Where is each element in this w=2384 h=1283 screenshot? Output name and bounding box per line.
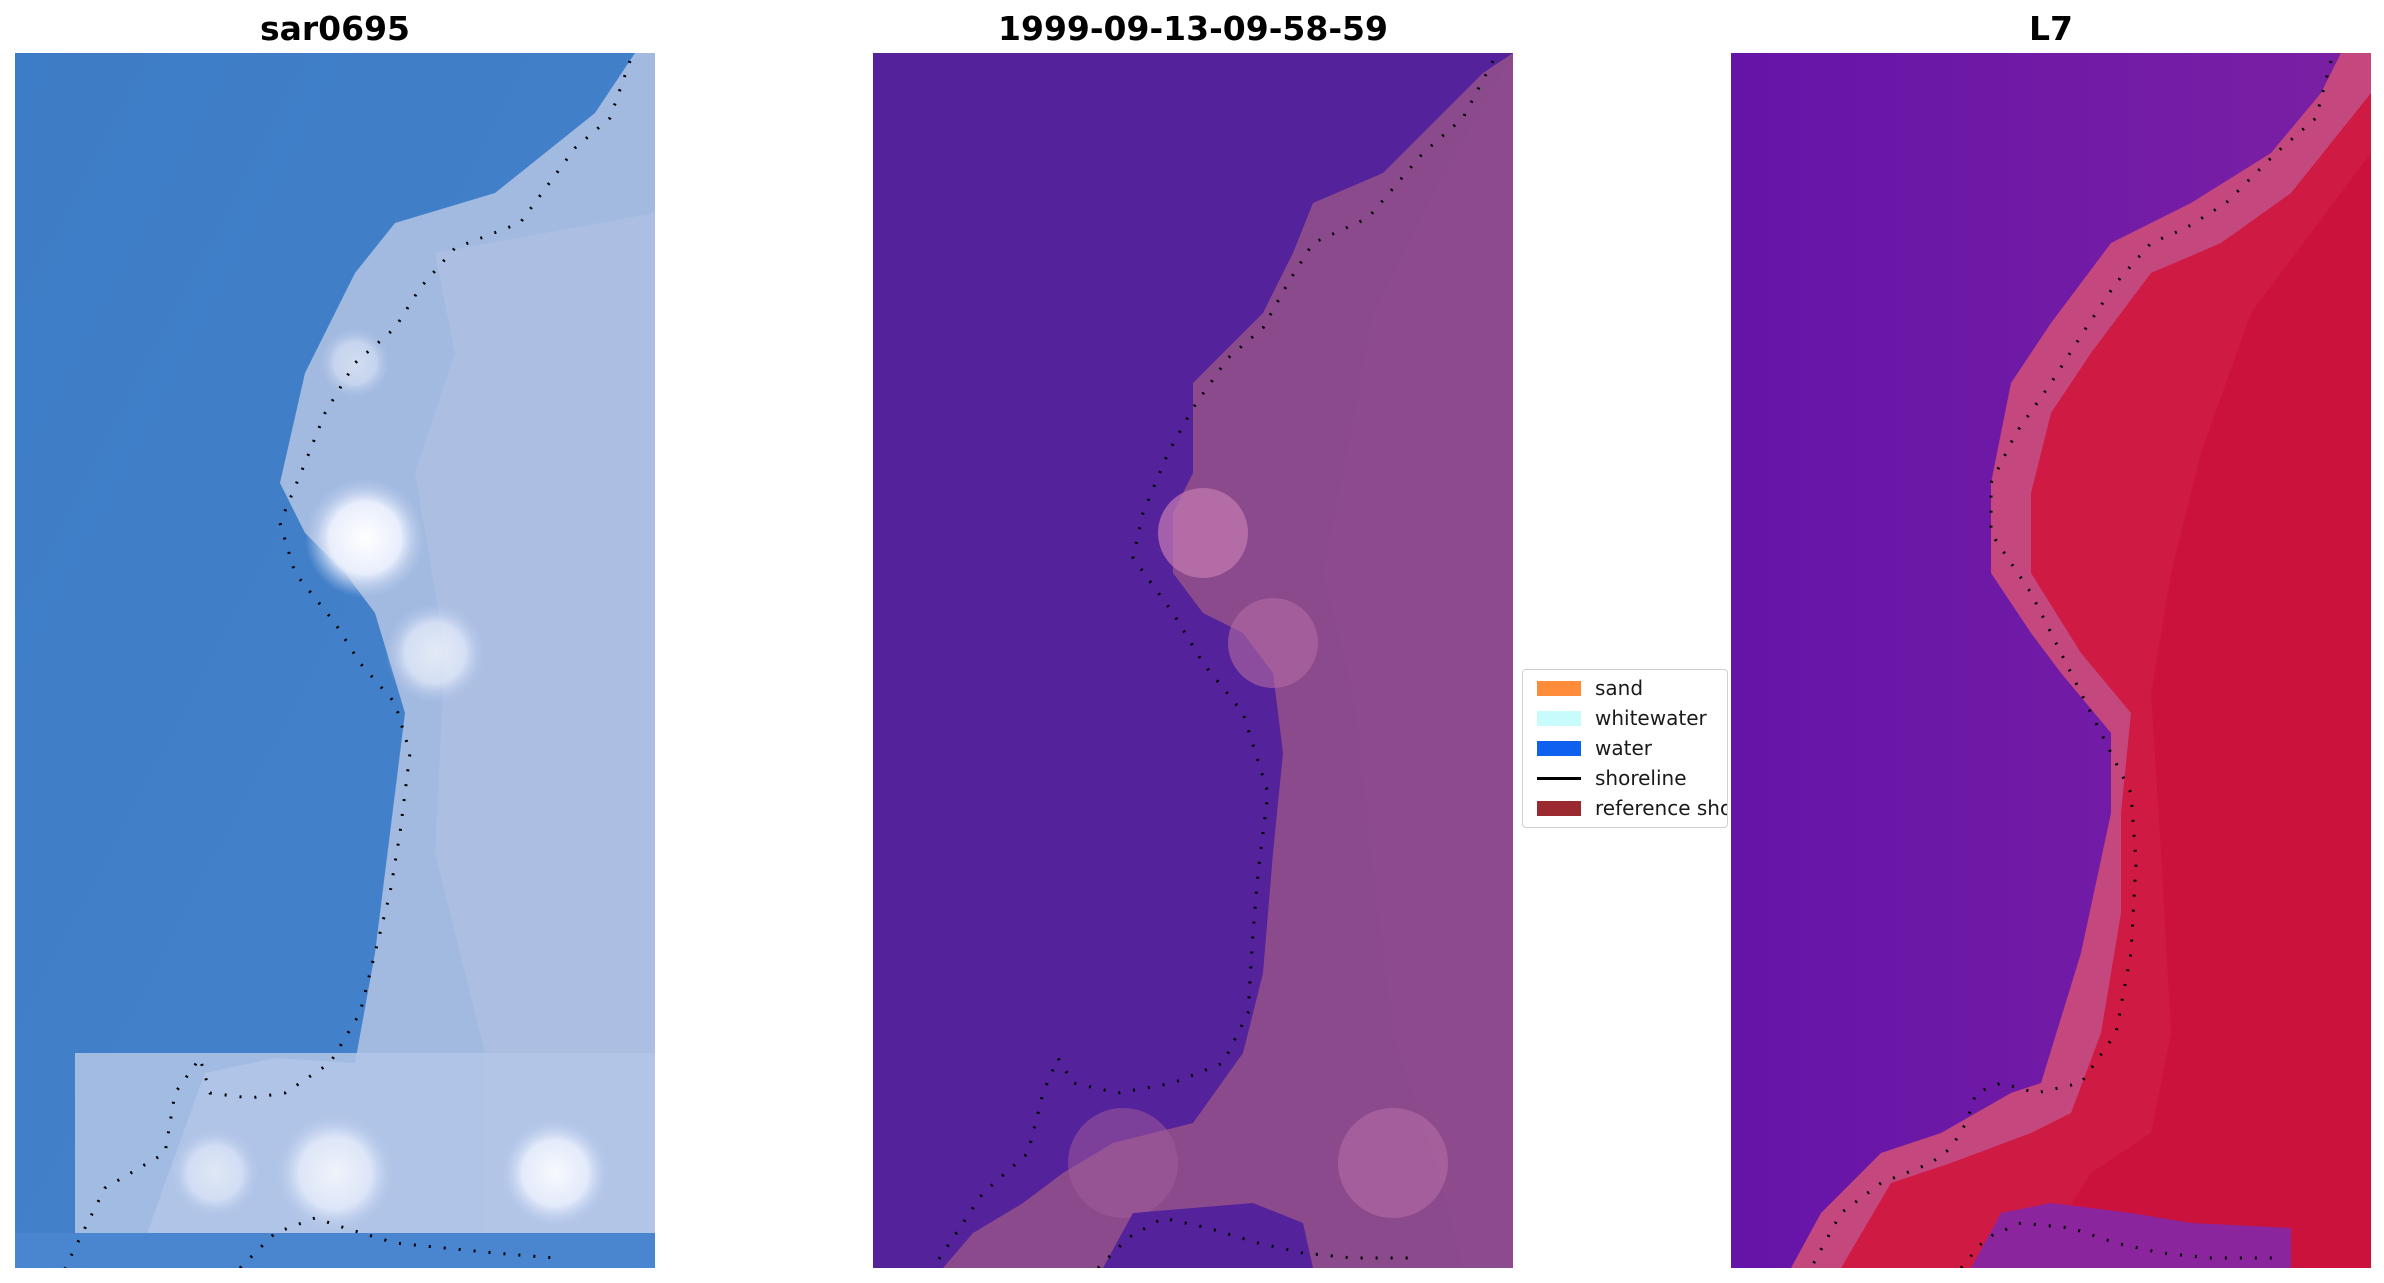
legend-item-sand: sand — [1529, 674, 1727, 702]
legend-label: sand — [1595, 676, 1644, 700]
legend-swatch-water — [1537, 741, 1581, 756]
legend-label: shoreline — [1595, 766, 1687, 790]
legend-item-reference-shoreline: reference shoreline — [1529, 794, 1727, 822]
classified-image — [873, 53, 1513, 1268]
legend-item-whitewater: whitewater — [1529, 704, 1727, 732]
panel-title-index: L7 — [2029, 9, 2073, 48]
legend-label: reference shoreline — [1595, 796, 1727, 820]
index-image — [1731, 53, 2371, 1268]
rgb-satellite-image — [15, 53, 655, 1268]
legend-swatch-whitewater — [1537, 711, 1581, 726]
legend-swatch-sand — [1537, 681, 1581, 696]
panel-title-classified: 1999-09-13-09-58-59 — [998, 9, 1388, 48]
legend-label: water — [1595, 736, 1652, 760]
legend-item-water: water — [1529, 734, 1727, 762]
legend-label: whitewater — [1595, 706, 1707, 730]
panel-title-rgb: sar0695 — [259, 9, 411, 48]
legend-line-shoreline — [1537, 777, 1581, 780]
legend-item-shoreline: shoreline — [1529, 764, 1727, 792]
legend-swatch-reference-shoreline — [1537, 801, 1581, 816]
legend: sand whitewater water shoreline referenc… — [1522, 669, 1728, 828]
